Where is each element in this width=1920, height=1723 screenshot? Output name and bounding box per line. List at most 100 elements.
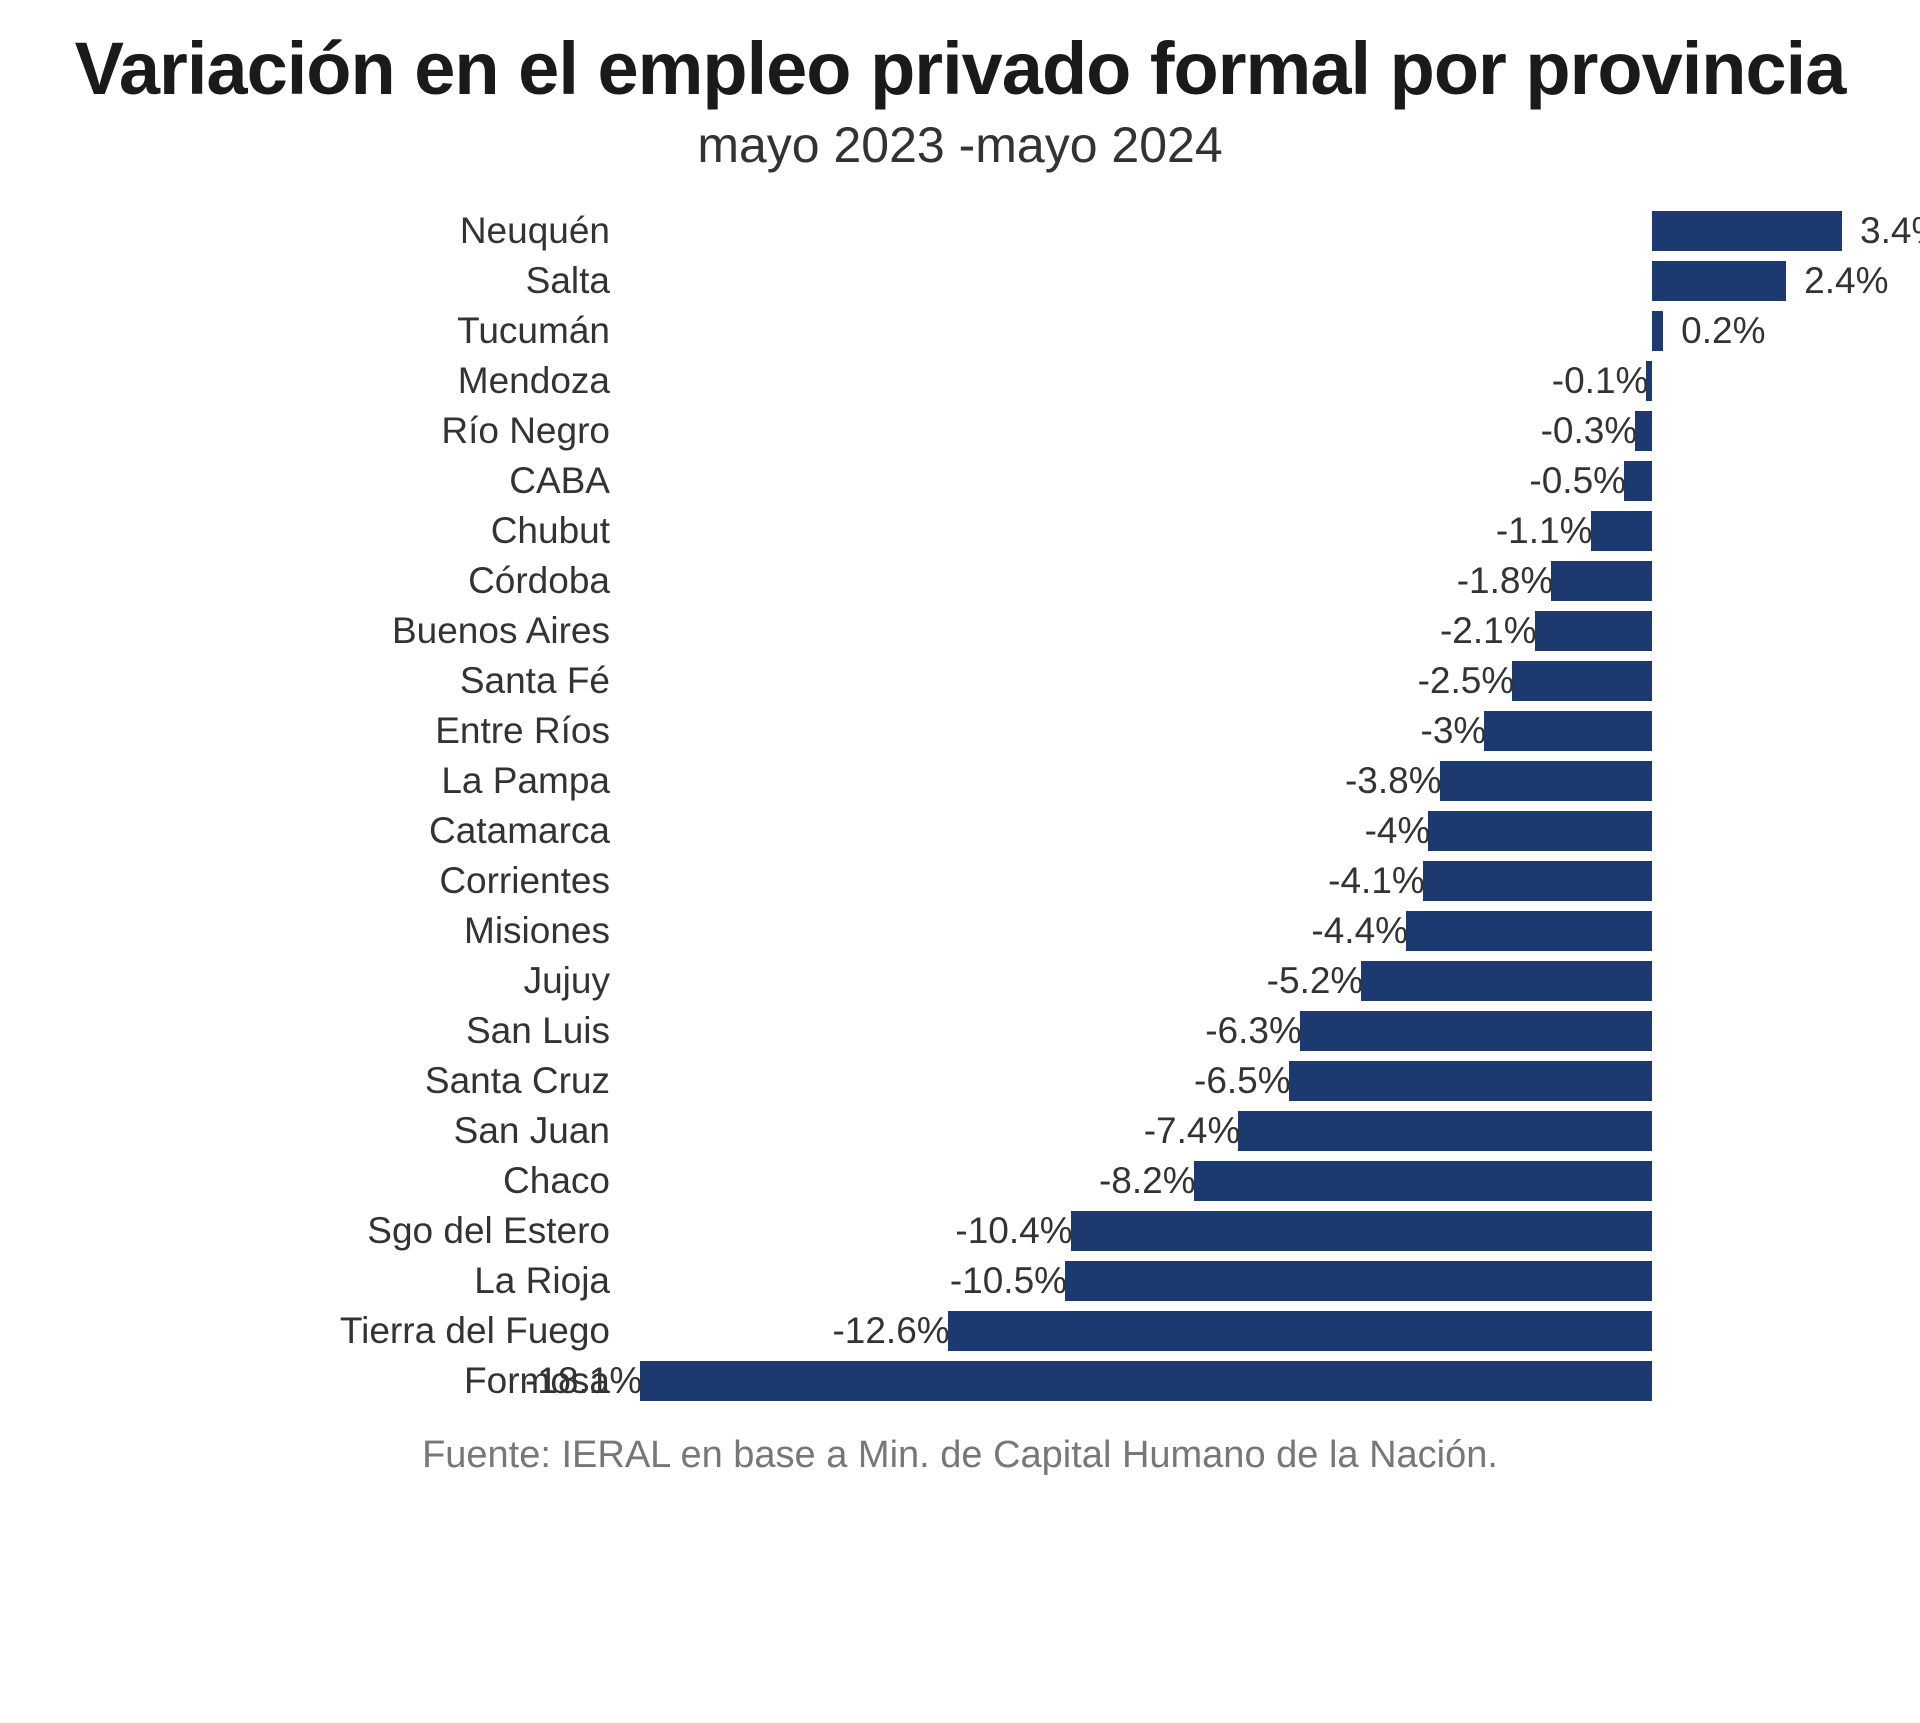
chart-row: La Pampa -3.8% — [60, 756, 1860, 806]
chart-row: San Juan -7.4% — [60, 1106, 1860, 1156]
category-label: La Pampa — [60, 760, 640, 802]
bar — [1535, 611, 1652, 651]
bar — [1065, 1261, 1652, 1301]
bar-zone: -0.3% — [640, 406, 1860, 456]
category-label: Santa Cruz — [60, 1060, 640, 1102]
category-label: Sgo del Estero — [60, 1210, 640, 1252]
bar — [1300, 1011, 1652, 1051]
chart-row: Chaco-8.2% — [60, 1156, 1860, 1206]
chart-row: CABA -0.5% — [60, 456, 1860, 506]
bar — [1428, 811, 1652, 851]
value-label: -6.3% — [1205, 1010, 1302, 1052]
bar-zone: 0.2% — [640, 306, 1860, 356]
bar — [1071, 1211, 1652, 1251]
value-label: 0.2% — [1681, 310, 1765, 352]
category-label: Buenos Aires — [60, 610, 640, 652]
bar — [1635, 411, 1652, 451]
bar-zone: -1.1% — [640, 506, 1860, 556]
value-label: -3.8% — [1345, 760, 1442, 802]
value-label: 2.4% — [1804, 260, 1888, 302]
bar-zone: -6.3% — [640, 1006, 1860, 1056]
bar-zone: -18.1% — [640, 1356, 1860, 1406]
chart-row: Tucumán0.2% — [60, 306, 1860, 356]
value-label: -4% — [1365, 810, 1431, 852]
chart-area: Neuquén3.4%Salta2.4%Tucumán0.2%Mendoza-0… — [60, 206, 1860, 1406]
category-label: Neuquén — [60, 210, 640, 252]
bar-zone: -3% — [640, 706, 1860, 756]
chart-row: Jujuy-5.2% — [60, 956, 1860, 1006]
bar — [1194, 1161, 1652, 1201]
bar-zone: -7.4% — [640, 1106, 1860, 1156]
value-label: -1.8% — [1457, 560, 1554, 602]
bar-zone: -10.5% — [640, 1256, 1860, 1306]
bar-zone: -3.8% — [640, 756, 1860, 806]
bar-zone: -2.5% — [640, 656, 1860, 706]
category-label: Misiones — [60, 910, 640, 952]
bar — [1423, 861, 1652, 901]
value-label: -2.5% — [1418, 660, 1515, 702]
bar-zone: 2.4% — [640, 256, 1860, 306]
value-label: -7.4% — [1144, 1110, 1241, 1152]
value-label: -5.2% — [1267, 960, 1364, 1002]
value-label: 3.4% — [1860, 210, 1920, 252]
bar — [1406, 911, 1652, 951]
category-label: San Luis — [60, 1010, 640, 1052]
chart-source: Fuente: IERAL en base a Min. de Capital … — [60, 1434, 1860, 1477]
bar — [1591, 511, 1652, 551]
bar-zone: -0.1% — [640, 356, 1860, 406]
value-label: -2.1% — [1440, 610, 1537, 652]
category-label: Chubut — [60, 510, 640, 552]
category-label: Salta — [60, 260, 640, 302]
chart-row: San Luis -6.3% — [60, 1006, 1860, 1056]
bar — [1652, 211, 1842, 251]
bar-zone: -4.1% — [640, 856, 1860, 906]
value-label: -0.3% — [1541, 410, 1638, 452]
chart-row: Río Negro-0.3% — [60, 406, 1860, 456]
category-label: Tierra del Fuego — [60, 1310, 640, 1352]
bar — [1238, 1111, 1652, 1151]
chart-row: Salta2.4% — [60, 256, 1860, 306]
bar-zone: -12.6% — [640, 1306, 1860, 1356]
value-label: -0.5% — [1529, 460, 1626, 502]
bar-zone: -8.2% — [640, 1156, 1860, 1206]
value-label: -4.1% — [1328, 860, 1425, 902]
bar-zone: -4.4% — [640, 906, 1860, 956]
bar-zone: -0.5% — [640, 456, 1860, 506]
value-label: -3% — [1421, 710, 1487, 752]
value-label: -12.6% — [832, 1310, 949, 1352]
chart-row: Catamarca -4% — [60, 806, 1860, 856]
bar-zone: -10.4% — [640, 1206, 1860, 1256]
category-label: Mendoza — [60, 360, 640, 402]
value-label: -4.4% — [1311, 910, 1408, 952]
bar-zone: 3.4% — [640, 206, 1860, 256]
bar — [1512, 661, 1652, 701]
chart-row: Misiones -4.4% — [60, 906, 1860, 956]
value-label: -10.4% — [955, 1210, 1072, 1252]
chart-row: La Rioja-10.5% — [60, 1256, 1860, 1306]
category-label: Catamarca — [60, 810, 640, 852]
bar — [1624, 461, 1652, 501]
bar — [948, 1311, 1652, 1351]
bar — [1551, 561, 1652, 601]
chart-row: Buenos Aires -2.1% — [60, 606, 1860, 656]
chart-row: Sgo del Estero -10.4% — [60, 1206, 1860, 1256]
chart-row: Entre Ríos-3% — [60, 706, 1860, 756]
bar — [1361, 961, 1652, 1001]
chart-title: Variación en el empleo privado formal po… — [60, 30, 1860, 108]
value-label: -6.5% — [1194, 1060, 1291, 1102]
chart-subtitle: mayo 2023 -mayo 2024 — [60, 116, 1860, 174]
chart-row: Mendoza-0.1% — [60, 356, 1860, 406]
chart-row: Formosa-18.1% — [60, 1356, 1860, 1406]
bar-zone: -1.8% — [640, 556, 1860, 606]
bar — [640, 1361, 1652, 1401]
category-label: CABA — [60, 460, 640, 502]
bar — [1484, 711, 1652, 751]
bar — [1289, 1061, 1652, 1101]
bar — [1652, 261, 1786, 301]
chart-row: Santa Fé-2.5% — [60, 656, 1860, 706]
chart-row: Neuquén3.4% — [60, 206, 1860, 256]
category-label: La Rioja — [60, 1260, 640, 1302]
value-label: -8.2% — [1099, 1160, 1196, 1202]
bar-zone: -6.5% — [640, 1056, 1860, 1106]
category-label: San Juan — [60, 1110, 640, 1152]
